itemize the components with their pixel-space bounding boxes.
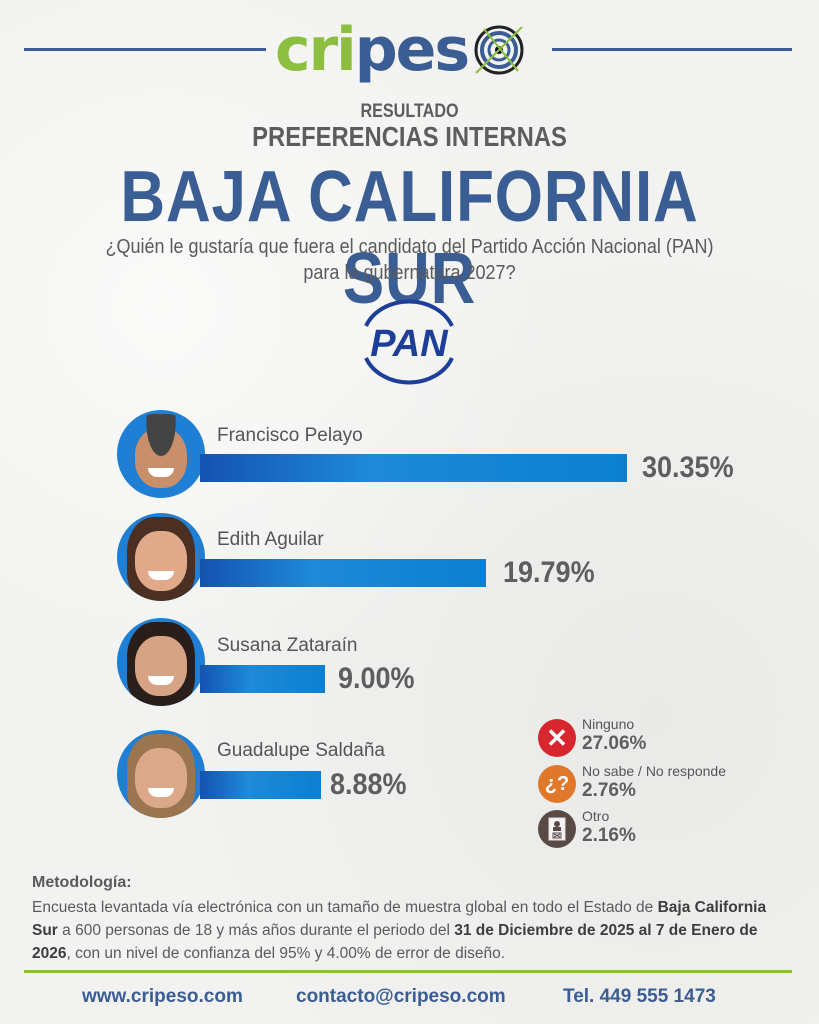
avatar bbox=[117, 730, 205, 818]
footer-divider bbox=[24, 970, 792, 973]
value-label: 19.79% bbox=[503, 556, 595, 589]
methodology-text-part: a 600 personas de 18 y más años durante … bbox=[57, 922, 455, 939]
avatar bbox=[117, 410, 205, 498]
logo-text-blue: pes bbox=[354, 15, 470, 85]
methodology-bold-dates: 31 de Diciembre de 2025 al 7 de Enero de… bbox=[32, 922, 758, 962]
candidate-name: Edith Aguilar bbox=[217, 529, 324, 550]
kicker-heading: RESULTADO bbox=[360, 101, 459, 122]
methodology-text-part: , con un nivel de confianza del 95% y 4.… bbox=[66, 945, 506, 962]
methodology-text-part: Encuesta levantada vía electrónica con u… bbox=[32, 899, 658, 916]
header-line-left bbox=[24, 48, 266, 51]
value-label: 9.00% bbox=[338, 662, 415, 695]
option-value: 27.06% bbox=[582, 733, 647, 754]
candidate-name: Francisco Pelayo bbox=[217, 425, 363, 446]
bar-edith-aguilar bbox=[200, 559, 486, 587]
option-label: Ninguno bbox=[582, 716, 635, 732]
option-value: 2.16% bbox=[582, 825, 636, 846]
header-line-right bbox=[552, 48, 792, 51]
target-icon bbox=[470, 21, 528, 79]
phone-link[interactable]: Tel. 449 555 1473 bbox=[563, 986, 716, 1007]
email-link[interactable]: contacto@cripeso.com bbox=[296, 986, 506, 1007]
methodology-bold-state: Baja California Sur bbox=[32, 899, 767, 939]
methodology-title: Metodología: bbox=[32, 874, 132, 891]
website-link[interactable]: www.cripeso.com bbox=[82, 986, 243, 1007]
survey-question: ¿Quién le gustaría que fuera el candidat… bbox=[41, 234, 778, 286]
question-line-2: para la gubernatura 2027? bbox=[303, 262, 516, 284]
question-line-1: ¿Quién le gustaría que fuera el candidat… bbox=[105, 236, 714, 258]
candidate-name: Susana Zataraín bbox=[217, 635, 358, 656]
option-label: Otro bbox=[582, 808, 610, 824]
option-label: No sabe / No responde bbox=[582, 763, 726, 779]
subtitle-heading: PREFERENCIAS INTERNAS bbox=[252, 121, 567, 152]
value-label: 8.88% bbox=[330, 768, 407, 801]
page-title: BAJA CALIFORNIA SUR bbox=[120, 157, 699, 319]
pan-logo-text: PAN bbox=[370, 323, 449, 365]
option-value: 2.76% bbox=[582, 780, 636, 801]
bar-susana-zatarain bbox=[200, 665, 325, 693]
ballot-icon bbox=[538, 810, 576, 848]
value-label: 30.35% bbox=[642, 451, 734, 484]
candidate-name: Guadalupe Saldaña bbox=[217, 740, 385, 761]
bar-francisco-pelayo bbox=[200, 454, 627, 482]
cripeso-logo: cri pes bbox=[275, 14, 545, 86]
logo-text-green: cri bbox=[275, 15, 357, 85]
pan-party-logo: PAN bbox=[352, 296, 466, 388]
question-icon: ¿? bbox=[538, 765, 576, 803]
bar-guadalupe-saldana bbox=[200, 771, 321, 799]
avatar bbox=[117, 618, 205, 706]
x-icon: ✕ bbox=[538, 719, 576, 757]
avatar bbox=[117, 513, 205, 601]
methodology-text: Encuesta levantada vía electrónica con u… bbox=[32, 896, 792, 965]
